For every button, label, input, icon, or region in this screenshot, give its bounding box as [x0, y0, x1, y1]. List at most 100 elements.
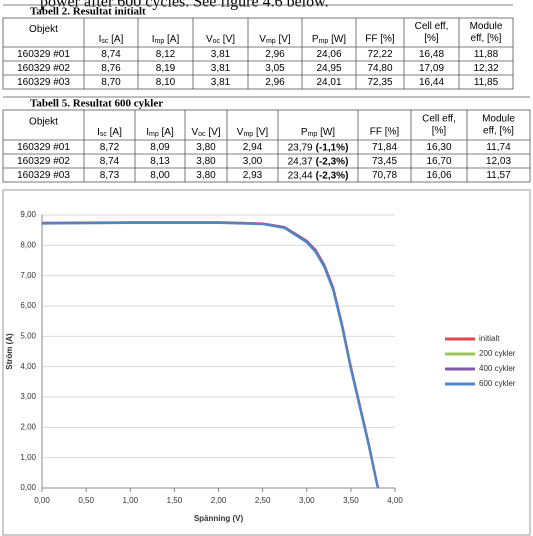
- table-border: [2, 17, 514, 90]
- table-cell: 12,32: [473, 63, 498, 74]
- y-tick-label: 3,00: [20, 392, 36, 401]
- header-unit: [V]: [206, 127, 221, 138]
- header-base: I: [99, 34, 102, 45]
- header-text: Vmp [V]: [259, 34, 291, 45]
- series-line: [41, 221, 380, 489]
- header-base: I: [146, 127, 149, 138]
- table-cell: 72,35: [367, 77, 392, 88]
- series-line: [41, 221, 380, 489]
- header-sub: mp: [319, 38, 329, 45]
- table-cell: 8,73: [100, 170, 120, 181]
- table-cell: 160329 #02: [17, 156, 70, 167]
- header-text: [%]: [432, 126, 447, 137]
- y-tick-label: 5,00: [20, 331, 36, 340]
- header-base: I: [152, 34, 155, 45]
- table-cell: 2,96: [265, 77, 285, 88]
- table-border: [2, 109, 531, 183]
- x-tick-label: 4,00: [387, 496, 403, 505]
- header-unit: [A]: [108, 34, 123, 45]
- table-cell: 3,05: [265, 63, 285, 74]
- table-cell: 3,80: [196, 170, 216, 181]
- header-text: Vmp [V]: [237, 127, 269, 138]
- cell-change: (-2,3%): [316, 156, 349, 167]
- table-cell: 3,80: [196, 156, 216, 167]
- header-base: V: [191, 127, 198, 138]
- header-sub: mp: [243, 131, 253, 138]
- cell-value: 23,79: [288, 142, 313, 153]
- header-sub: sc: [100, 131, 108, 138]
- series-line: [41, 221, 380, 489]
- table-cell: 24,06: [316, 49, 341, 60]
- y-tick-label: 4,00: [20, 362, 36, 371]
- header-text: Cell eff,: [415, 21, 449, 32]
- header-text: Imp [A]: [146, 127, 174, 138]
- table-cell: 2,96: [265, 49, 285, 60]
- y-tick-label: 2,00: [20, 422, 36, 431]
- table-cell: 160329 #02: [17, 63, 70, 74]
- table-cell: 160329 #03: [17, 170, 70, 181]
- table-cell: 70,78: [372, 170, 397, 181]
- table-cell: 12,03: [486, 156, 511, 167]
- header-base: V: [237, 127, 244, 138]
- table-cell: 3,81: [211, 77, 231, 88]
- header-sub: mp: [149, 131, 159, 138]
- header-base: V: [206, 34, 213, 45]
- header-text: [%]: [424, 33, 439, 44]
- header-text: Pmp [W]: [312, 34, 346, 45]
- header-sub: oc: [213, 38, 221, 45]
- y-tick-label: 0,00: [20, 483, 36, 492]
- header-unit: [A]: [164, 34, 179, 45]
- header-sub: sc: [101, 38, 109, 45]
- header-unit: [V]: [276, 34, 291, 45]
- header-text: Imp [A]: [152, 34, 180, 45]
- header-sub: mp: [308, 131, 318, 138]
- chart: 0,00 1,00 2,00 3,00 4,00 5,00 6,00 7,00 8,00 9,00…: [5, 210, 516, 523]
- table-cell: 3,80: [196, 142, 216, 153]
- x-tick-label: 1,50: [167, 496, 183, 505]
- y-tick-label: 8,00: [20, 240, 36, 249]
- table-cell: 8,74: [100, 156, 120, 167]
- header-text: eff, [%]: [471, 33, 502, 44]
- table-cell: 8,13: [150, 156, 170, 167]
- table-cell: 8,00: [150, 170, 170, 181]
- header-base: V: [259, 34, 266, 45]
- legend-label: 200 cykler: [479, 349, 516, 358]
- table-cell: 71,84: [372, 142, 397, 153]
- legend-label: 600 cykler: [479, 379, 516, 388]
- cell-value: 23,44: [288, 170, 313, 181]
- table-cell: 8,74: [101, 49, 121, 60]
- table-cell: 16,70: [426, 156, 451, 167]
- table-cell: 8,12: [156, 49, 176, 60]
- table-cell: 72,22: [367, 49, 392, 60]
- table-cell: 24,01: [316, 77, 341, 88]
- x-axis-label: Spänning (V): [194, 514, 244, 523]
- table-cell: 2,93: [243, 170, 263, 181]
- header-unit: [V]: [253, 127, 268, 138]
- legend-label: 400 cykler: [479, 364, 516, 373]
- series-line: [41, 221, 380, 489]
- table-cell: 160329 #01: [17, 49, 70, 60]
- table-cell: 11,57: [486, 170, 511, 181]
- cell-value: 24,37: [288, 156, 313, 167]
- table-cell: 23,44 (-2,3%): [288, 170, 349, 181]
- y-tick-label: 7,00: [20, 271, 36, 280]
- x-tick-label: 0,50: [78, 496, 94, 505]
- table-cell: 8,19: [156, 63, 176, 74]
- table-cell: 74,80: [367, 63, 392, 74]
- chart-frame: [2, 189, 531, 536]
- table-cell: 11,74: [486, 142, 511, 153]
- cell-change: (-1,1%): [316, 142, 349, 153]
- header-sub: oc: [198, 131, 206, 138]
- x-tick-label: 3,00: [299, 496, 315, 505]
- table-cell: 160329 #01: [17, 142, 70, 153]
- table-cell: 17,09: [419, 63, 444, 74]
- header-text: Voc [V]: [191, 127, 220, 138]
- table-cell: 3,00: [243, 156, 263, 167]
- y-axis-label: Ström (A): [5, 333, 14, 370]
- header-text: Isc [A]: [97, 127, 122, 138]
- x-tick-label: 2,00: [211, 496, 227, 505]
- table-cell: 16,48: [419, 49, 444, 60]
- table-title: Tabell 5. Resultat 600 cykler: [30, 98, 163, 110]
- header-sub: mp: [266, 38, 276, 45]
